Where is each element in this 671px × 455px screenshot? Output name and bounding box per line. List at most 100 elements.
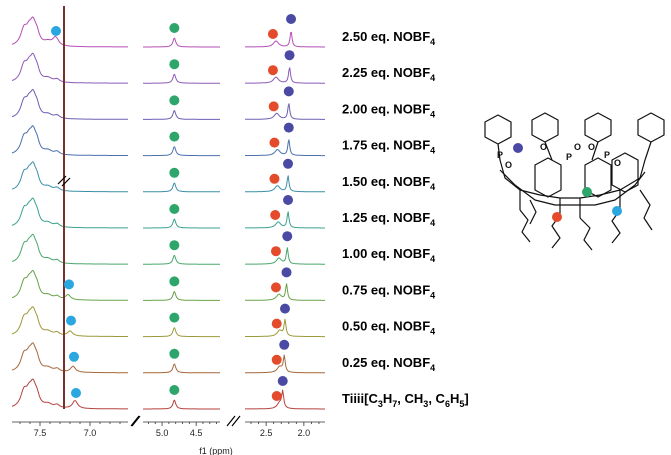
atom-label: O [540, 142, 547, 152]
marker-indigo [283, 86, 294, 97]
atom-label: O [588, 142, 595, 152]
marker-green [169, 240, 180, 251]
marker-blue [71, 388, 81, 398]
marker-indigo [283, 158, 294, 169]
series-label: 1.25 eq. NOBF4 [342, 210, 435, 228]
spectrum-trace-aromatic [11, 161, 128, 193]
marker-red [267, 29, 278, 39]
spectrum-trace-aliphatic [245, 283, 325, 301]
marker-indigo [280, 303, 290, 314]
atom-label: P [604, 150, 610, 160]
marker-green [169, 95, 180, 106]
spectrum-trace-aliphatic [245, 175, 325, 193]
marker-indigo [279, 339, 290, 350]
series-label: 1.75 eq. NOBF4 [342, 138, 435, 156]
marker-red [271, 318, 282, 329]
spectrum-trace-methine [143, 291, 220, 301]
atom-label: P [497, 150, 503, 160]
marker-green [169, 312, 180, 323]
series-label: 0.50 eq. NOBF4 [342, 319, 435, 337]
x-axis-label: f1 (ppm) [199, 446, 233, 455]
spectrum-trace-aliphatic [245, 103, 325, 120]
marker-red [271, 391, 282, 401]
spectrum-trace-aliphatic [245, 31, 325, 48]
marker-red [267, 65, 278, 76]
spectrum-trace-aliphatic [245, 139, 325, 157]
series-label: 2.25 eq. NOBF4 [342, 65, 435, 83]
marker-blue [64, 279, 74, 290]
spectrum-trace-methine [143, 182, 220, 193]
x-axis: 7.5 7.0 5.0 4.5 2.5 2.0 [12, 415, 325, 438]
marker-indigo [283, 195, 294, 205]
spectrum-trace-aliphatic [245, 67, 325, 84]
marker-red [270, 210, 281, 220]
series-labels: 2.50 eq. NOBF4 2.25 eq. NOBF4 2.00 eq. NOB… [342, 29, 469, 409]
structure-marker-red [552, 212, 562, 222]
marker-green [169, 167, 180, 178]
atom-label: P [566, 152, 572, 162]
tick-label: 4.5 [190, 428, 203, 438]
marker-green [169, 276, 180, 287]
marker-red [270, 246, 281, 257]
spectrum-trace-aromatic [11, 342, 128, 374]
structure-marker-green [582, 187, 592, 197]
spectrum-trace-aromatic [11, 125, 128, 156]
spectrum-trace-aromatic [11, 233, 128, 265]
marker-indigo [281, 267, 292, 278]
marker-blue [69, 351, 79, 362]
marker-indigo [282, 231, 293, 242]
spectrum-trace-aliphatic [245, 318, 325, 338]
spectrum-trace-aromatic [11, 88, 128, 120]
tick-label: 5.0 [156, 428, 169, 438]
spectrum-trace-methine [143, 218, 220, 229]
spectrum-trace-methine [143, 254, 220, 265]
tick-label: 7.0 [84, 428, 97, 438]
solvent-break-mark [57, 175, 67, 185]
series-label: 0.25 eq. NOBF4 [342, 355, 435, 373]
structure-marker-indigo [513, 143, 523, 153]
series-label: 0.75 eq. NOBF4 [342, 282, 435, 300]
spectrum-trace-aromatic [11, 52, 128, 84]
marker-red [271, 354, 282, 365]
spectrum-trace-aromatic [11, 269, 128, 301]
spectrum-trace-methine [143, 110, 220, 120]
marker-green [169, 23, 180, 33]
spectrum-trace-methine [143, 327, 220, 338]
atom-label: O [614, 158, 621, 168]
marker-green [169, 385, 180, 395]
tick-label: 2.5 [260, 428, 273, 438]
peak-markers [51, 14, 297, 401]
marker-blue [66, 315, 76, 326]
phenyl-ring-3 [584, 112, 612, 143]
phenyl-ring-2 [531, 112, 559, 143]
spectrum-trace-aromatic [11, 16, 128, 48]
spectrum-trace-methine [143, 399, 220, 410]
marker-green [169, 131, 180, 142]
spectrum-trace-aromatic [11, 197, 128, 229]
atom-label: O [505, 160, 512, 170]
spectrum-trace-aliphatic [245, 389, 325, 410]
phenyl-ring-4 [637, 112, 665, 143]
atom-label: O [574, 142, 581, 152]
axis-break-mark [130, 415, 140, 427]
spectrum-trace-aliphatic [245, 211, 325, 229]
marker-blue [51, 26, 61, 36]
spectrum-trace-methine [143, 73, 220, 84]
tick-label: 2.0 [298, 428, 311, 438]
spectrum-trace-methine [143, 146, 220, 157]
spectrum-trace-aliphatic [245, 354, 325, 374]
series-label: Tiiii[C3H7, CH3, C6H5] [342, 391, 469, 409]
marker-indigo [286, 14, 297, 24]
spectrum-trace-methine [143, 363, 220, 374]
marker-indigo [283, 122, 294, 133]
phenyl-ring-1 [484, 114, 512, 145]
series-label: 2.00 eq. NOBF4 [342, 101, 435, 119]
spectrum-trace-aromatic [11, 378, 128, 410]
marker-red [269, 173, 280, 184]
spectrum-trace-methine [143, 37, 220, 48]
marker-indigo [284, 50, 295, 61]
marker-green [169, 348, 180, 359]
spectrum-trace-aromatic [11, 306, 128, 337]
